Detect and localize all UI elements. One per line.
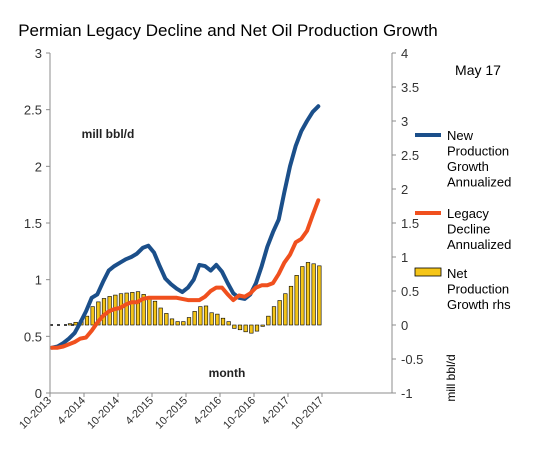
- net-growth-bar: [266, 315, 271, 326]
- legend-net-growth-label: Net Production Growth rhs: [447, 266, 511, 312]
- x-tick-label: 4-2015: [123, 395, 156, 428]
- net-growth-bar: [226, 321, 231, 326]
- x-tick-label: 4-2014: [55, 395, 88, 428]
- left-axis-label: mill bbl/d: [82, 127, 135, 141]
- net-growth-bar: [232, 324, 237, 329]
- x-axis-label: month: [209, 366, 246, 380]
- right-tick-label: 2: [401, 182, 408, 197]
- right-tick-label: -0.5: [401, 352, 423, 367]
- net-growth-bar: [317, 265, 322, 326]
- right-tick-label: -1: [401, 386, 413, 401]
- net-growth-bar: [141, 294, 146, 326]
- net-growth-bar: [254, 324, 260, 332]
- net-growth-bar: [67, 323, 73, 326]
- left-tick-label: 3: [35, 46, 42, 61]
- legacy-decline-line: [50, 198, 321, 350]
- net-growth-bar: [294, 275, 299, 326]
- x-tick-label: 10-2014: [85, 395, 122, 432]
- left-tick-label: 1: [35, 273, 42, 288]
- net-growth-bar: [73, 321, 78, 326]
- date-annotation: May 17: [455, 62, 501, 78]
- x-tick-label: 10-2015: [153, 395, 190, 432]
- left-tick-label: 2: [35, 159, 42, 174]
- chart-title: Permian Legacy Decline and Net Oil Produ…: [18, 21, 438, 40]
- x-tick-label: 10-2017: [289, 395, 326, 432]
- left-tick-label: 2.5: [24, 103, 42, 118]
- net-growth-bar: [198, 306, 203, 326]
- right-tick-label: 3: [401, 114, 408, 129]
- net-growth-bar: [300, 266, 305, 326]
- net-growth-bar: [311, 263, 316, 326]
- net-growth-bar: [96, 301, 101, 326]
- net-growth-bar: [135, 291, 141, 326]
- legend-new-production-label: New Production Growth Annualized: [447, 128, 511, 190]
- net-growth-bar: [164, 313, 169, 326]
- left-tick-label: 0.5: [24, 329, 42, 344]
- right-tick-label: 0.5: [401, 284, 419, 299]
- x-tick-label: 4-2017: [259, 395, 292, 428]
- new-production-line: [50, 104, 321, 350]
- net-growth-bar: [277, 300, 282, 326]
- right-tick-label: 2.5: [401, 148, 419, 163]
- net-growth-bar: [260, 324, 265, 327]
- net-growth-bar: [130, 292, 135, 326]
- net-growth-bar: [203, 305, 209, 326]
- right-tick-label: 0: [401, 318, 408, 333]
- x-tick-label: 4-2016: [191, 395, 224, 428]
- net-growth-bar: [147, 296, 152, 326]
- net-growth-bar: [152, 300, 158, 326]
- net-growth-bar: [90, 306, 95, 326]
- net-growth-bar: [288, 285, 294, 326]
- net-growth-bar: [271, 306, 277, 326]
- net-growth-bar: [192, 311, 197, 326]
- net-growth-bar: [305, 262, 311, 326]
- legend-net-growth-swatch: [414, 267, 442, 277]
- net-growth-bar: [175, 321, 180, 326]
- net-growth-bar: [249, 324, 254, 334]
- net-growth-bar: [237, 324, 243, 331]
- net-growth-bar: [169, 318, 175, 326]
- net-growth-bar: [181, 321, 186, 326]
- left-tick-label: 1.5: [24, 216, 42, 231]
- right-tick-label: 4: [401, 46, 408, 61]
- plot-area: [50, 104, 322, 350]
- right-tick-label: 1: [401, 250, 408, 265]
- right-tick-label: 3.5: [401, 80, 419, 95]
- net-growth-bar: [158, 307, 163, 326]
- net-growth-bar: [124, 292, 129, 326]
- net-growth-bar: [186, 317, 192, 326]
- x-tick-label: 10-2016: [221, 395, 258, 432]
- net-growth-bar: [215, 313, 220, 326]
- left-tick-label: 0: [35, 386, 42, 401]
- legend-legacy-decline-label: Legacy Decline Annualized: [447, 206, 511, 252]
- right-axis-label: mill bbl/d: [444, 354, 458, 401]
- net-growth-bar: [220, 317, 226, 326]
- net-growth-bar: [84, 315, 90, 326]
- net-growth-bar: [209, 312, 214, 326]
- right-tick-label: 1.5: [401, 216, 419, 231]
- legend: New Production Growth Annualized Legacy Decli…: [414, 128, 511, 312]
- net-growth-bar: [283, 293, 288, 326]
- net-growth-bar: [243, 324, 248, 333]
